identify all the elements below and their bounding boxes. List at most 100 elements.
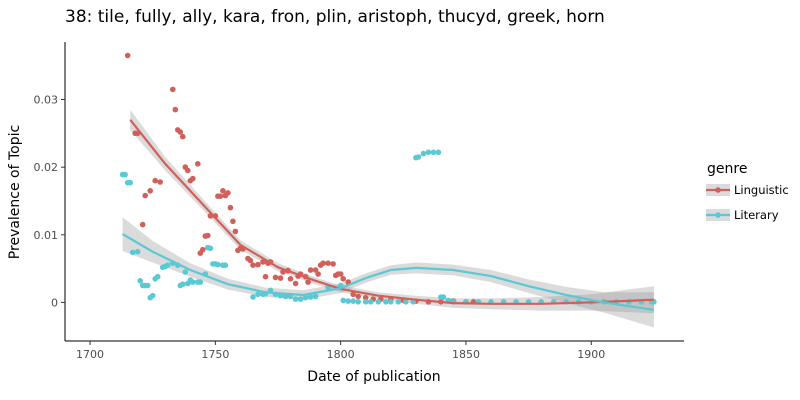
data-point-linguistic bbox=[185, 167, 191, 174]
legend-label-literary: Literary bbox=[734, 208, 779, 222]
data-point-linguistic bbox=[320, 260, 326, 267]
data-point-literary bbox=[383, 299, 389, 305]
data-point-linguistic bbox=[330, 261, 336, 267]
data-point-literary bbox=[292, 296, 299, 302]
y-tick-label: 0 bbox=[51, 296, 58, 309]
data-point-literary bbox=[307, 294, 314, 300]
x-tick-label: 1800 bbox=[327, 348, 355, 361]
data-point-linguistic bbox=[177, 129, 184, 135]
data-point-literary bbox=[435, 149, 442, 156]
data-point-linguistic bbox=[190, 175, 196, 182]
data-point-linguistic bbox=[325, 260, 331, 267]
data-point-linguistic bbox=[147, 188, 153, 194]
data-point-literary bbox=[345, 298, 352, 304]
data-point-linguistic bbox=[305, 279, 311, 285]
data-point-linguistic bbox=[139, 221, 146, 228]
data-point-literary bbox=[302, 294, 309, 301]
data-point-literary bbox=[340, 297, 347, 304]
data-point-linguistic bbox=[350, 291, 357, 298]
data-point-literary bbox=[197, 279, 204, 285]
trend-lines bbox=[122, 119, 655, 311]
data-point-literary bbox=[137, 278, 143, 284]
data-point-linguistic bbox=[205, 232, 211, 239]
x-axis-ticks: 1700 1750 1800 1850 1900 bbox=[76, 341, 605, 361]
data-point-literary bbox=[180, 281, 186, 288]
data-point-linguistic bbox=[340, 276, 347, 282]
data-point-literary bbox=[250, 294, 256, 300]
y-tick-label: 0.01 bbox=[34, 229, 59, 242]
data-point-linguistic bbox=[287, 276, 294, 282]
data-point-linguistic bbox=[262, 273, 269, 280]
data-point-literary bbox=[312, 293, 319, 300]
data-point-literary bbox=[207, 245, 214, 252]
data-point-linguistic bbox=[362, 294, 369, 301]
legend-key-point-linguistic bbox=[715, 187, 721, 193]
data-point-literary bbox=[415, 154, 422, 160]
data-point-linguistic bbox=[180, 133, 186, 140]
confidence-band-literary bbox=[122, 217, 654, 328]
data-point-linguistic bbox=[337, 271, 344, 277]
data-point-linguistic bbox=[200, 246, 206, 253]
data-point-literary bbox=[430, 149, 437, 156]
data-point-linguistic bbox=[225, 190, 231, 196]
legend-title: genre bbox=[707, 161, 747, 177]
legend: genre Linguistic Literary bbox=[706, 161, 789, 222]
data-point-literary bbox=[164, 262, 171, 269]
data-point-linguistic bbox=[315, 271, 321, 277]
data-point-literary bbox=[403, 299, 409, 305]
data-point-literary bbox=[282, 293, 289, 300]
data-point-literary bbox=[190, 279, 196, 285]
data-point-linguistic bbox=[220, 188, 226, 194]
data-point-literary bbox=[154, 273, 161, 280]
data-point-literary bbox=[362, 299, 369, 305]
data-point-linguistic bbox=[312, 267, 319, 273]
data-point-literary bbox=[134, 248, 141, 255]
data-point-literary bbox=[395, 299, 402, 305]
data-point-literary bbox=[375, 299, 382, 305]
data-point-literary bbox=[127, 179, 133, 186]
data-point-literary bbox=[122, 171, 128, 178]
data-point-literary bbox=[425, 149, 432, 156]
data-point-literary bbox=[255, 291, 261, 298]
data-point-linguistic bbox=[255, 261, 261, 268]
x-tick-label: 1900 bbox=[577, 348, 605, 361]
data-point-linguistic bbox=[217, 193, 224, 199]
data-point-linguistic bbox=[277, 275, 284, 281]
data-point-literary bbox=[149, 292, 156, 299]
data-point-literary bbox=[388, 299, 394, 305]
x-tick-label: 1750 bbox=[201, 348, 229, 361]
data-point-literary bbox=[129, 249, 136, 256]
chart-title: 38: tile, fully, ally, kara, fron, plin,… bbox=[65, 7, 605, 27]
data-point-literary bbox=[222, 262, 229, 269]
data-point-literary bbox=[440, 294, 447, 300]
x-axis-title: Date of publication bbox=[307, 369, 440, 385]
data-point-literary bbox=[367, 299, 374, 305]
data-point-linguistic bbox=[292, 280, 299, 287]
y-tick-label: 0.02 bbox=[34, 161, 59, 174]
trend-line-literary bbox=[122, 233, 655, 311]
plot-area bbox=[119, 52, 657, 328]
data-point-linguistic bbox=[230, 218, 236, 225]
confidence-bands bbox=[122, 109, 654, 328]
trend-line-linguistic bbox=[129, 119, 654, 305]
data-point-linguistic bbox=[157, 179, 163, 185]
legend-items: Linguistic Literary bbox=[706, 183, 789, 222]
data-point-linguistic bbox=[124, 52, 131, 59]
data-point-linguistic bbox=[142, 192, 148, 199]
data-point-literary bbox=[355, 299, 362, 305]
data-point-linguistic bbox=[172, 106, 179, 113]
data-point-linguistic bbox=[355, 293, 362, 300]
data-point-linguistic bbox=[170, 86, 176, 93]
data-point-literary bbox=[350, 298, 357, 304]
data-point-linguistic bbox=[232, 228, 239, 235]
data-point-linguistic bbox=[227, 204, 234, 211]
data-point-literary bbox=[144, 282, 151, 289]
x-tick-label: 1700 bbox=[76, 348, 104, 361]
data-point-linguistic bbox=[247, 257, 254, 264]
data-point-linguistic bbox=[260, 259, 266, 265]
legend-label-linguistic: Linguistic bbox=[734, 183, 789, 197]
x-tick-label: 1850 bbox=[452, 348, 480, 361]
data-point-linguistic bbox=[307, 267, 314, 273]
data-point-literary bbox=[420, 150, 427, 157]
